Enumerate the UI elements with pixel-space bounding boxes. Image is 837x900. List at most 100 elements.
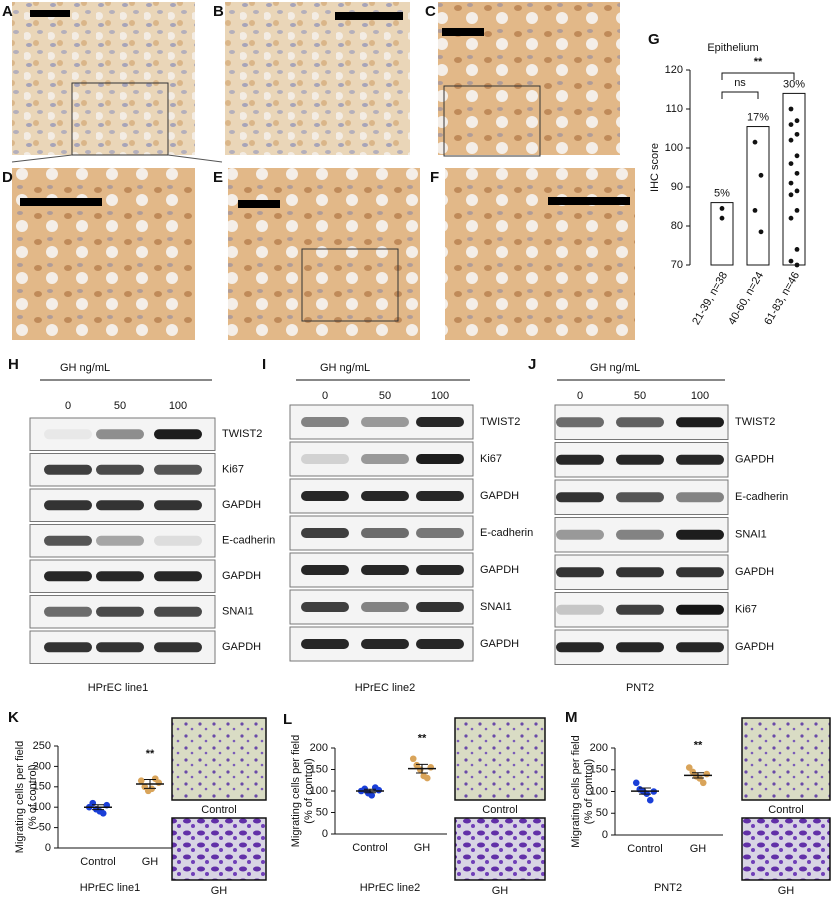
data-point	[794, 170, 800, 176]
error-bar	[639, 787, 651, 795]
band	[44, 464, 92, 475]
y-tick-label: 50	[596, 807, 608, 819]
band	[301, 454, 349, 464]
bar-annotation: 5%	[714, 188, 730, 200]
protein-label: E-cadherin	[735, 491, 788, 503]
protein-label: SNAI1	[480, 601, 512, 613]
band	[556, 529, 604, 540]
band	[416, 528, 464, 538]
band	[96, 464, 144, 475]
band	[416, 454, 464, 464]
band	[96, 606, 144, 617]
protein-label: GAPDH	[222, 570, 261, 582]
data-point	[423, 774, 431, 782]
panel-label: D	[2, 169, 13, 186]
data-point	[788, 122, 794, 127]
image	[12, 168, 195, 340]
y-axis-label: Migrating cells per field	[570, 735, 582, 848]
data-point	[646, 796, 654, 804]
protein-label: SNAI1	[735, 529, 767, 541]
band	[556, 454, 604, 465]
protein-label: TWIST2	[222, 428, 262, 440]
y-tick-label: 100	[665, 142, 683, 154]
x-tick-label: GH	[414, 842, 431, 854]
cell-line: HPrEC line1	[88, 682, 149, 694]
data-point	[788, 180, 794, 186]
band	[676, 604, 724, 615]
image	[12, 2, 195, 155]
error-bar	[692, 772, 704, 779]
data-point	[794, 153, 800, 159]
data-point	[794, 188, 800, 194]
y-tick-label: 120	[665, 64, 683, 76]
panel-label: C	[425, 3, 436, 20]
y-tick-label: 80	[671, 220, 683, 232]
protein-label: GAPDH	[480, 564, 519, 576]
protein-label: GAPDH	[735, 566, 774, 578]
y-axis-label: (% of control)	[583, 759, 595, 824]
band	[416, 639, 464, 649]
panel-label: F	[430, 169, 439, 186]
image	[171, 717, 267, 801]
y-tick-label: 0	[45, 842, 51, 854]
protein-label: GAPDH	[735, 454, 774, 466]
significance: **	[694, 739, 703, 751]
band	[44, 535, 92, 546]
band	[676, 492, 724, 503]
protein-label: E-cadherin	[480, 527, 533, 539]
data-point	[788, 215, 794, 221]
data-point	[699, 779, 707, 787]
panel-label: E	[213, 169, 223, 186]
band	[361, 491, 409, 501]
band	[154, 535, 202, 546]
zoom-line	[11, 154, 73, 163]
image	[228, 168, 420, 340]
band	[154, 500, 202, 511]
band	[44, 642, 92, 653]
bar	[782, 92, 806, 266]
y-tick-label: 90	[671, 181, 683, 193]
image	[225, 2, 410, 155]
data-point	[409, 755, 417, 763]
x-tick-label: Control	[80, 856, 115, 868]
protein-label: GAPDH	[735, 641, 774, 653]
band	[361, 602, 409, 612]
band	[676, 417, 724, 428]
image-caption: GH	[211, 885, 228, 897]
image	[171, 817, 267, 881]
band	[676, 529, 724, 540]
error-bar	[144, 778, 156, 789]
chart-title: Epithelium	[707, 42, 758, 54]
blot-header: GH ng/mL	[590, 362, 640, 374]
image	[445, 168, 635, 340]
band	[154, 464, 202, 475]
band	[616, 529, 664, 540]
x-tick-label: GH	[142, 856, 159, 868]
image-caption: Control	[482, 804, 517, 816]
zoom-line	[167, 154, 223, 163]
x-axis-label: HPrEC line2	[360, 882, 421, 894]
data-point	[703, 770, 711, 778]
y-tick-label: 200	[590, 742, 608, 754]
band	[676, 567, 724, 578]
band	[361, 417, 409, 427]
image	[741, 717, 831, 801]
x-tick-label: 40-60, n=24	[726, 270, 766, 327]
band	[301, 565, 349, 575]
image	[454, 717, 546, 801]
y-tick-label: 100	[310, 785, 328, 797]
x-tick-label: 21-39, n=38	[690, 270, 730, 327]
error-bar	[416, 763, 428, 774]
cell-line: PNT2	[626, 682, 654, 694]
band	[416, 491, 464, 501]
data-point	[788, 137, 794, 143]
inset-box	[71, 82, 169, 156]
data-point	[137, 777, 145, 784]
protein-label: TWIST2	[735, 416, 775, 428]
y-tick-label: 150	[590, 764, 608, 776]
data-point	[788, 106, 794, 112]
panel-label: A	[2, 3, 13, 20]
y-tick-label: 110	[665, 103, 683, 115]
data-point	[794, 262, 800, 268]
